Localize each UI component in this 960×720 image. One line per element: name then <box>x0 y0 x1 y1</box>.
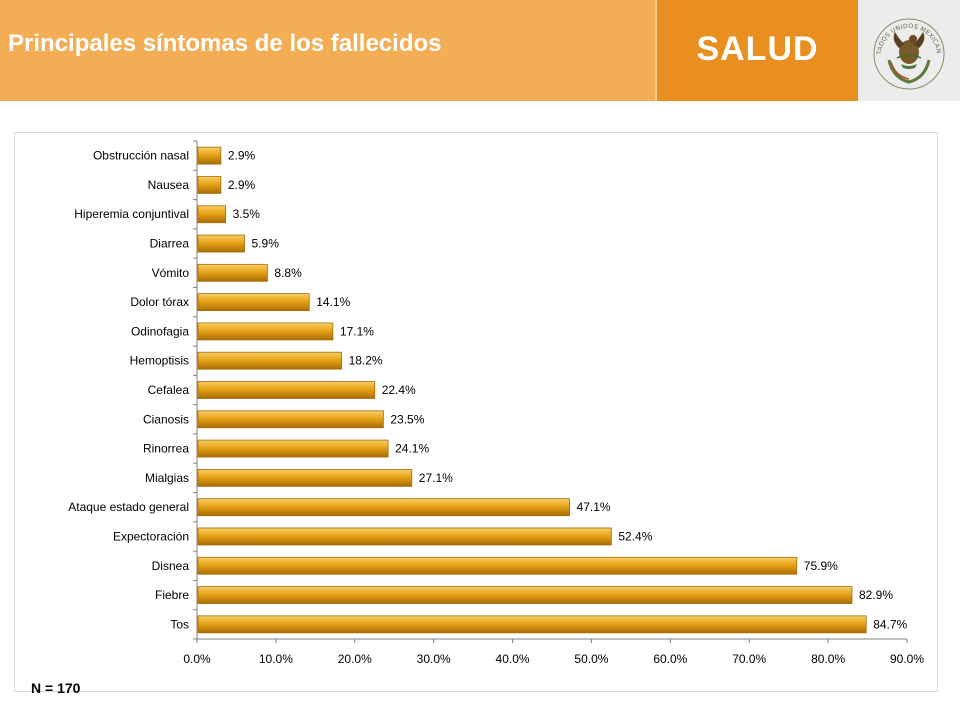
category-label: Hiperemia conjuntival <box>74 207 189 221</box>
data-label: 2.9% <box>228 149 256 163</box>
sample-size-label: N = 170 <box>31 680 81 696</box>
data-label: 84.7% <box>873 617 907 631</box>
data-label: 27.1% <box>419 471 453 485</box>
title-banner: Principales síntomas de los fallecidos <box>0 0 655 101</box>
data-label: 17.1% <box>340 324 374 338</box>
data-label: 2.9% <box>228 178 256 192</box>
brand-panel: SALUD <box>657 0 858 101</box>
data-label: 24.1% <box>395 442 429 456</box>
category-label: Fiebre <box>155 588 189 602</box>
bar-2 <box>197 205 227 224</box>
category-label: Expectoración <box>113 529 189 543</box>
bar-5 <box>197 293 310 312</box>
category-label: Dolor tórax <box>130 295 189 309</box>
x-tick-label: 80.0% <box>811 652 845 666</box>
data-label: 75.9% <box>804 559 838 573</box>
data-label: 22.4% <box>382 383 416 397</box>
x-tick-label: 90.0% <box>890 652 924 666</box>
category-label: Obstrucción nasal <box>93 149 189 163</box>
category-label: Rinorrea <box>143 442 189 456</box>
seal-panel: ESTADOS UNIDOS MEXICANOS <box>858 0 960 101</box>
data-label: 5.9% <box>252 237 280 251</box>
data-label: 23.5% <box>390 412 424 426</box>
x-tick-label: 50.0% <box>574 652 608 666</box>
data-label: 82.9% <box>859 588 893 602</box>
bar-9 <box>197 410 384 429</box>
bar-15 <box>197 586 853 604</box>
page-title: Principales síntomas de los fallecidos <box>8 30 442 57</box>
category-label: Vómito <box>152 266 190 280</box>
bar-7 <box>197 351 342 370</box>
category-label: Nausea <box>148 178 190 192</box>
header: Principales síntomas de los fallecidos S… <box>0 0 960 101</box>
bar-12 <box>197 498 570 517</box>
header-divider <box>655 0 657 101</box>
data-label: 52.4% <box>618 529 652 543</box>
x-tick-label: 0.0% <box>183 652 211 666</box>
category-label: Odinofagia <box>131 324 189 338</box>
data-label: 18.2% <box>349 354 383 368</box>
category-label: Diarrea <box>150 237 190 251</box>
bar-11 <box>197 468 413 487</box>
category-label: Tos <box>170 617 189 631</box>
category-label: Disnea <box>152 559 190 573</box>
data-label: 47.1% <box>577 500 611 514</box>
bar-1 <box>197 176 222 194</box>
national-seal-icon: ESTADOS UNIDOS MEXICANOS <box>869 12 945 90</box>
bar-8 <box>197 381 376 399</box>
brand-logo: SALUD <box>696 30 819 68</box>
bar-10 <box>197 439 389 458</box>
data-label: 14.1% <box>316 295 350 309</box>
x-tick-label: 30.0% <box>417 652 451 666</box>
bar-3 <box>197 234 245 253</box>
category-label: Cianosis <box>143 412 189 426</box>
x-tick-label: 70.0% <box>732 652 766 666</box>
x-tick-label: 20.0% <box>338 652 372 666</box>
bar-6 <box>197 322 334 341</box>
category-label: Hemoptisis <box>130 354 189 368</box>
chart-area: 0.0% 10.0% 20.0% 30.0% 40.0% 50.0% 60.0% 70.0% 8… <box>14 132 938 692</box>
bar-0 <box>197 146 222 165</box>
data-label: 3.5% <box>233 207 261 221</box>
x-tick-label: 60.0% <box>653 652 687 666</box>
bar-13 <box>197 527 612 546</box>
bar-4 <box>197 263 268 282</box>
bar-chart: 0.0% 10.0% 20.0% 30.0% 40.0% 50.0% 60.0% 70.0% 8… <box>68 140 924 666</box>
x-tick-label: 10.0% <box>259 652 293 666</box>
bar-14 <box>197 556 798 575</box>
category-label: Ataque estado general <box>68 500 189 514</box>
category-label: Cefalea <box>148 383 190 397</box>
x-tick-label: 40.0% <box>496 652 530 666</box>
category-label: Mialgias <box>145 471 189 485</box>
data-label: 8.8% <box>274 266 302 280</box>
bar-16 <box>197 615 867 634</box>
